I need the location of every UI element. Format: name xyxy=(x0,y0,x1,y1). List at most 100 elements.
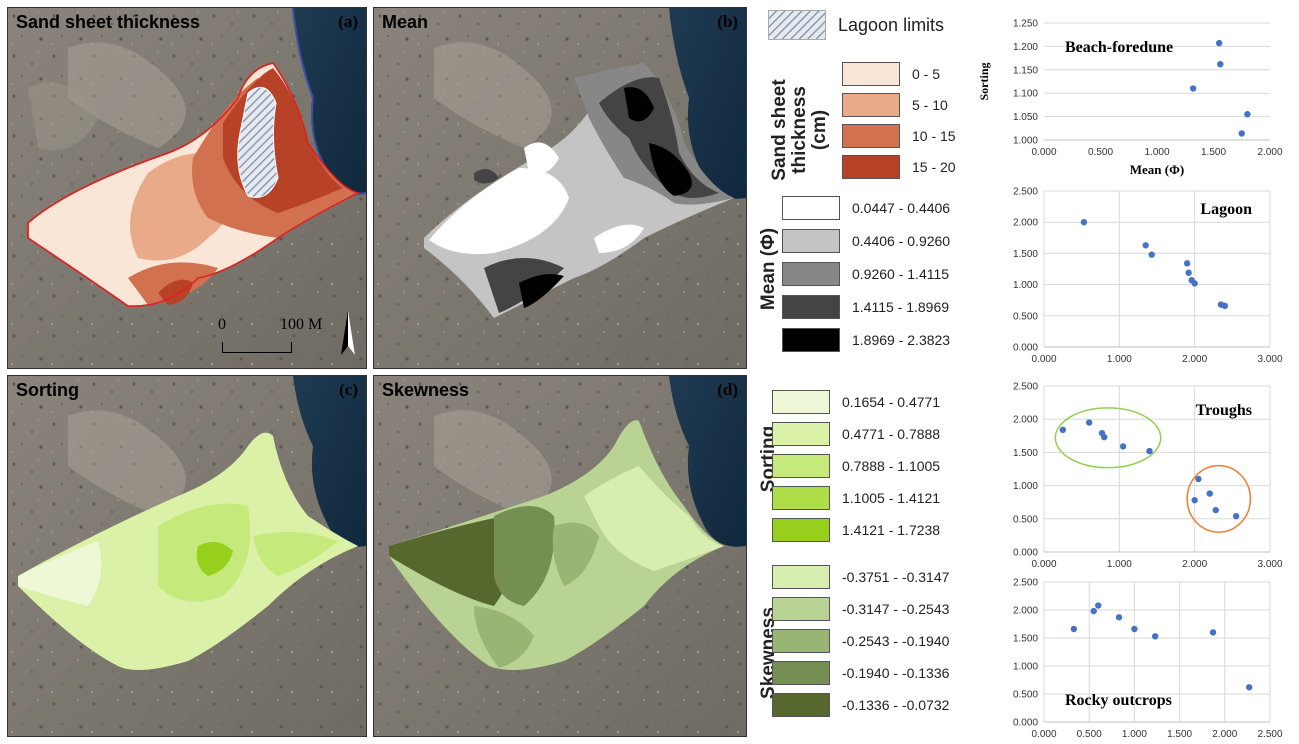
data-point xyxy=(1119,443,1127,450)
x-tick-label: 3.000 xyxy=(1257,354,1282,365)
panel-label: (d) xyxy=(717,380,738,399)
x-tick-label: 1.500 xyxy=(1201,147,1226,158)
data-point xyxy=(1090,607,1097,615)
legend-item-label: 1.4115 - 1.8969 xyxy=(852,299,950,315)
legend-swatch xyxy=(772,629,830,653)
map-mean xyxy=(374,8,746,368)
group-ellipse xyxy=(1186,464,1252,533)
legend-swatch xyxy=(782,229,840,253)
x-tick-label: 1.000 xyxy=(1144,147,1169,158)
legend-item-label: -0.2543 - -0.1940 xyxy=(842,633,950,649)
y-tick-label: 1.500 xyxy=(1013,249,1038,260)
legend-swatch xyxy=(772,390,830,414)
legend-item: 1.4121 - 1.7238 xyxy=(772,518,940,542)
legend-item: -0.1336 - -0.0732 xyxy=(772,693,949,717)
legend-item: -0.3147 - -0.2543 xyxy=(772,597,949,621)
y-tick-label: 2.000 xyxy=(1013,218,1038,229)
legend-item: 0.0447 - 0.4406 xyxy=(782,196,950,220)
y-tick-label: 1.000 xyxy=(1013,662,1038,673)
legend-item-label: 0.4771 - 0.7888 xyxy=(842,426,941,442)
y-tick-label: 2.500 xyxy=(1013,382,1038,393)
panel-title: Skewness xyxy=(382,380,470,400)
y-tick-label: 1.100 xyxy=(1013,89,1038,100)
y-tick-label: 0.000 xyxy=(1013,548,1038,559)
x-tick-label: 2.000 xyxy=(1257,147,1282,158)
scale-zero: 0 xyxy=(218,316,226,333)
data-point xyxy=(1232,512,1240,520)
x-tick-label: 0.000 xyxy=(1031,147,1056,158)
skew-zone-light xyxy=(584,466,724,571)
legend-swatch xyxy=(842,124,900,148)
data-point xyxy=(1080,219,1088,226)
y-tick-label: 1.500 xyxy=(1013,634,1038,645)
x-axis-label: Mean (Φ) xyxy=(1130,162,1184,177)
legend-swatch xyxy=(772,486,830,510)
legend-item-label: -0.3751 - -0.3147 xyxy=(842,569,950,585)
legend-swatch xyxy=(782,295,840,319)
legend-item: 1.4115 - 1.8969 xyxy=(782,295,949,319)
y-tick-label: 1.050 xyxy=(1013,112,1038,123)
x-tick-label: 3.000 xyxy=(1257,559,1282,570)
y-tick-label: 1.200 xyxy=(1013,42,1038,53)
data-point xyxy=(1146,447,1153,455)
legend-item-label: 1.1005 - 1.4121 xyxy=(842,490,941,506)
data-point xyxy=(1151,633,1159,640)
scale-distance: 100 M xyxy=(280,316,323,333)
legend-lagoon: Lagoon limits xyxy=(768,10,944,40)
legend-item-label: 5 - 10 xyxy=(912,97,948,113)
legend-item: 0.4771 - 0.7888 xyxy=(772,422,940,446)
y-tick-label: 1.150 xyxy=(1013,65,1038,76)
data-point xyxy=(1183,260,1191,267)
legend-thickness-title: Sand sheet thickness (cm) xyxy=(769,79,830,181)
scatter-charts: 1.000 1.050 1.100 1.150 1.200 1.250 0.000 0.500… xyxy=(980,19,1283,741)
x-tick-label: 2.500 xyxy=(1257,729,1282,740)
y-tick-label: 0.500 xyxy=(1013,690,1038,701)
legend-item-label: -0.1336 - -0.0732 xyxy=(842,697,950,713)
data-point xyxy=(1244,111,1251,118)
data-point xyxy=(1221,302,1228,310)
y-tick-label: 1.250 xyxy=(1013,19,1038,30)
chart-title: Lagoon xyxy=(1200,201,1252,218)
data-point xyxy=(1206,490,1213,497)
legend-item: 10 - 15 xyxy=(842,124,956,148)
legend-item: 1.1005 - 1.4121 xyxy=(772,486,940,510)
data-point xyxy=(1191,497,1198,504)
legend-item-label: 0 - 5 xyxy=(912,66,941,82)
legend-swatch xyxy=(842,62,900,86)
legend-item: 0.9260 - 1.4115 xyxy=(782,262,949,286)
legend-swatch xyxy=(772,518,830,542)
legend-swatch xyxy=(782,196,840,220)
y-tick-label: 2.000 xyxy=(1013,415,1038,426)
data-point xyxy=(1115,614,1123,621)
data-point xyxy=(1059,426,1067,434)
y-tick-label: 1.500 xyxy=(1013,448,1038,459)
map-panel-sand-thickness: Sand sheet thickness (a) 0 100 M xyxy=(7,7,367,369)
data-point xyxy=(1209,629,1217,636)
x-tick-label: 0.000 xyxy=(1031,559,1056,570)
panel-title: Sorting xyxy=(16,380,79,400)
data-point xyxy=(1189,85,1197,92)
x-tick-label: 0.500 xyxy=(1077,729,1102,740)
y-tick-label: 1.000 xyxy=(1013,481,1038,492)
legend-swatch xyxy=(782,262,840,286)
legend-item-label: 1.4121 - 1.7238 xyxy=(842,522,941,538)
legend-item-label: 0.4406 - 0.9260 xyxy=(852,233,951,249)
chart-title: Rocky outcrops xyxy=(1065,692,1172,709)
x-tick-label: 1.000 xyxy=(1122,729,1147,740)
panel-label: (b) xyxy=(717,12,738,31)
map-panel-mean: Mean (b) xyxy=(373,7,747,369)
y-tick-label: 0.500 xyxy=(1013,311,1038,322)
y-tick-label: 1.000 xyxy=(1013,136,1038,147)
legend-item-label: 15 - 20 xyxy=(912,159,956,175)
data-point xyxy=(1217,60,1224,68)
x-tick-label: 1.500 xyxy=(1167,729,1192,740)
map-sand-thickness xyxy=(8,8,366,368)
data-point xyxy=(1142,242,1149,249)
x-tick-label: 1.000 xyxy=(1107,559,1132,570)
legend-item: 5 - 10 xyxy=(842,93,948,117)
legend-item-label: 1.8969 - 2.3823 xyxy=(852,332,951,348)
group-ellipse xyxy=(1054,407,1162,469)
y-tick-label: 2.500 xyxy=(1013,187,1038,198)
map-sorting xyxy=(8,376,366,736)
legend-item: -0.3751 - -0.3147 xyxy=(772,565,949,589)
